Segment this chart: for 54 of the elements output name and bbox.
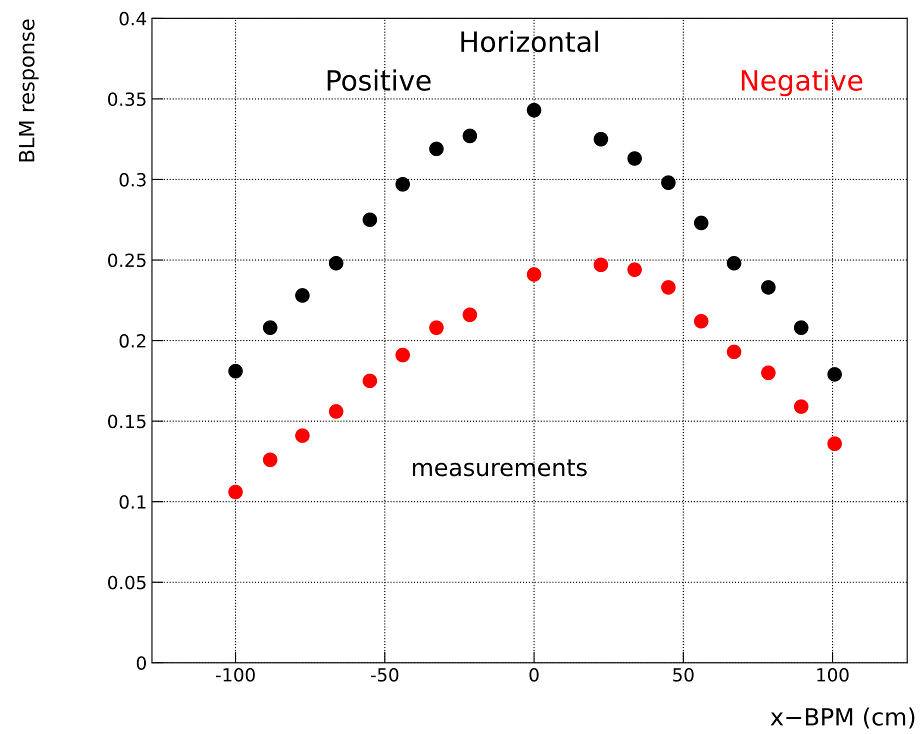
point (429, 142, 444, 156)
point (462, 128, 478, 144)
y-axis-title: BLM response (19, 19, 39, 162)
point (627, 262, 642, 277)
y-tick-label: 0.2 (120, 334, 146, 348)
y-tick-label: 0.25 (108, 253, 146, 268)
point (827, 367, 842, 382)
x-tick-label: 100 (817, 668, 849, 682)
text: Negative (742, 69, 862, 96)
y-tick-label: 0.05 (108, 576, 146, 590)
point (827, 436, 842, 451)
point (362, 374, 378, 388)
x-tick-label: 0 (530, 668, 539, 682)
point (429, 320, 444, 335)
point (726, 256, 742, 271)
x-axis-title: x−BPM (cm) (770, 708, 914, 729)
point (328, 256, 344, 271)
point (726, 344, 742, 360)
y-tick-label: 0 (136, 656, 146, 670)
point (362, 212, 378, 228)
point (794, 399, 808, 414)
point (526, 267, 542, 282)
annotation: measurements (413, 459, 587, 476)
y-tick-label: 0.3 (120, 172, 146, 187)
point (761, 280, 776, 295)
point (295, 288, 310, 303)
point (694, 314, 708, 329)
y-tick-label: 0.15 (108, 414, 146, 428)
point (761, 366, 776, 380)
point (627, 151, 642, 166)
x-tick-label: -100 (216, 668, 255, 682)
point (262, 320, 278, 335)
point (462, 308, 478, 322)
series-label: Positive (328, 69, 431, 91)
point (661, 175, 676, 190)
y-tick-label: 0.1 (120, 495, 146, 509)
point (661, 280, 676, 295)
x-tick-label: 50 (673, 668, 694, 682)
y-tick-label: 0.35 (108, 92, 146, 106)
point (794, 320, 808, 335)
point (594, 132, 608, 146)
point (228, 484, 243, 500)
y-tick-label: 0.4 (120, 12, 146, 26)
chart-title: Horizontal (461, 30, 598, 52)
point (694, 216, 708, 230)
point (526, 102, 542, 118)
point (395, 348, 410, 362)
point (295, 428, 310, 443)
point (594, 258, 608, 272)
point (262, 452, 278, 468)
point (228, 364, 243, 378)
point (328, 404, 344, 419)
point (395, 177, 410, 192)
x-tick-label: -50 (370, 668, 398, 682)
